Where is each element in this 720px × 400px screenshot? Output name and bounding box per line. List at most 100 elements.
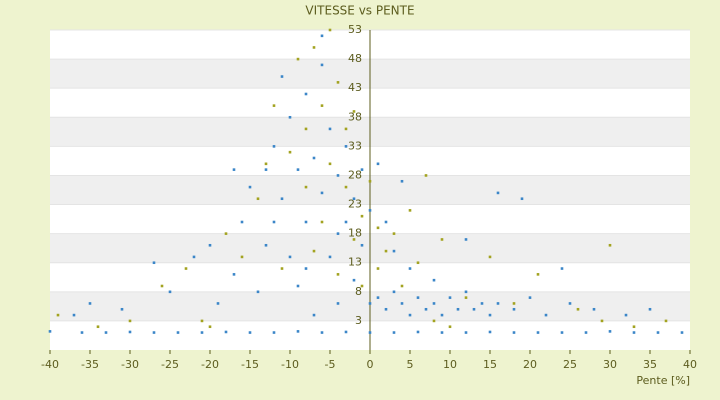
chart-title: VITESSE vs PENTE xyxy=(305,4,414,18)
point xyxy=(320,220,324,224)
point xyxy=(264,243,268,247)
point xyxy=(624,313,628,317)
point xyxy=(464,238,468,241)
y-tick-label: 33 xyxy=(348,139,362,152)
point xyxy=(384,249,388,253)
x-tick-label: -25 xyxy=(161,358,179,371)
point xyxy=(632,331,636,334)
point xyxy=(464,331,468,334)
point xyxy=(496,302,500,305)
x-tick-label: 20 xyxy=(523,358,537,371)
y-tick-label: 53 xyxy=(348,23,362,36)
point xyxy=(576,307,580,311)
point xyxy=(256,197,260,201)
point xyxy=(432,278,436,282)
point xyxy=(608,243,612,247)
point xyxy=(560,267,564,270)
x-tick-label: 40 xyxy=(683,358,697,371)
point xyxy=(272,220,276,224)
point xyxy=(392,249,396,253)
point xyxy=(216,302,220,305)
point xyxy=(272,104,276,107)
x-tick-label: -10 xyxy=(281,358,299,371)
point xyxy=(336,273,340,276)
point xyxy=(320,34,324,38)
point xyxy=(328,28,332,32)
point xyxy=(120,307,124,311)
point xyxy=(360,243,364,247)
y-tick-label: 43 xyxy=(348,81,362,94)
point xyxy=(208,243,212,247)
point xyxy=(496,191,500,195)
point xyxy=(352,197,356,201)
point xyxy=(440,331,444,334)
point xyxy=(296,168,300,171)
x-tick-label: 30 xyxy=(603,358,617,371)
point xyxy=(392,232,396,235)
point xyxy=(392,290,396,294)
point xyxy=(176,331,180,334)
point xyxy=(376,162,380,166)
point xyxy=(224,330,228,334)
point xyxy=(312,156,316,160)
point xyxy=(336,174,340,177)
point xyxy=(304,185,308,189)
point xyxy=(392,331,396,334)
point xyxy=(424,174,428,177)
point xyxy=(488,330,492,334)
point xyxy=(48,330,52,333)
x-tick-label: -30 xyxy=(121,358,139,371)
point xyxy=(440,313,444,317)
point xyxy=(368,331,372,334)
point xyxy=(360,214,364,218)
point xyxy=(256,290,260,294)
point xyxy=(168,290,172,294)
point xyxy=(344,220,348,224)
point xyxy=(336,81,340,84)
point xyxy=(320,191,324,195)
point xyxy=(200,331,204,334)
point xyxy=(328,255,332,259)
point xyxy=(400,302,404,305)
point xyxy=(632,325,636,329)
point xyxy=(240,255,244,259)
point xyxy=(280,197,284,201)
point xyxy=(432,302,436,305)
x-tick-label: 25 xyxy=(563,358,577,371)
point xyxy=(192,255,196,259)
point xyxy=(512,307,516,311)
point xyxy=(352,238,356,241)
x-tick-label: 15 xyxy=(483,358,497,371)
point xyxy=(304,220,308,224)
y-tick-label: 18 xyxy=(348,227,362,240)
point xyxy=(360,284,364,288)
point xyxy=(416,296,420,299)
point xyxy=(352,278,356,282)
point xyxy=(272,145,276,148)
point xyxy=(440,238,444,241)
point xyxy=(152,261,156,265)
point xyxy=(336,232,340,235)
point xyxy=(200,319,204,323)
point xyxy=(336,302,340,305)
x-tick-label: -40 xyxy=(41,358,59,371)
point xyxy=(408,313,412,317)
point xyxy=(328,162,332,166)
y-tick-label: 8 xyxy=(355,285,362,298)
point xyxy=(280,75,284,78)
point xyxy=(248,331,252,334)
point xyxy=(320,63,324,67)
point xyxy=(288,115,292,119)
y-tick-label: 48 xyxy=(348,52,362,65)
point xyxy=(488,313,492,317)
x-tick-label: -35 xyxy=(81,358,99,371)
point xyxy=(312,46,316,49)
point xyxy=(152,331,156,334)
point xyxy=(448,296,452,299)
point xyxy=(408,267,412,270)
point xyxy=(384,307,388,311)
point xyxy=(344,145,348,148)
point xyxy=(480,302,484,305)
point xyxy=(96,325,100,329)
